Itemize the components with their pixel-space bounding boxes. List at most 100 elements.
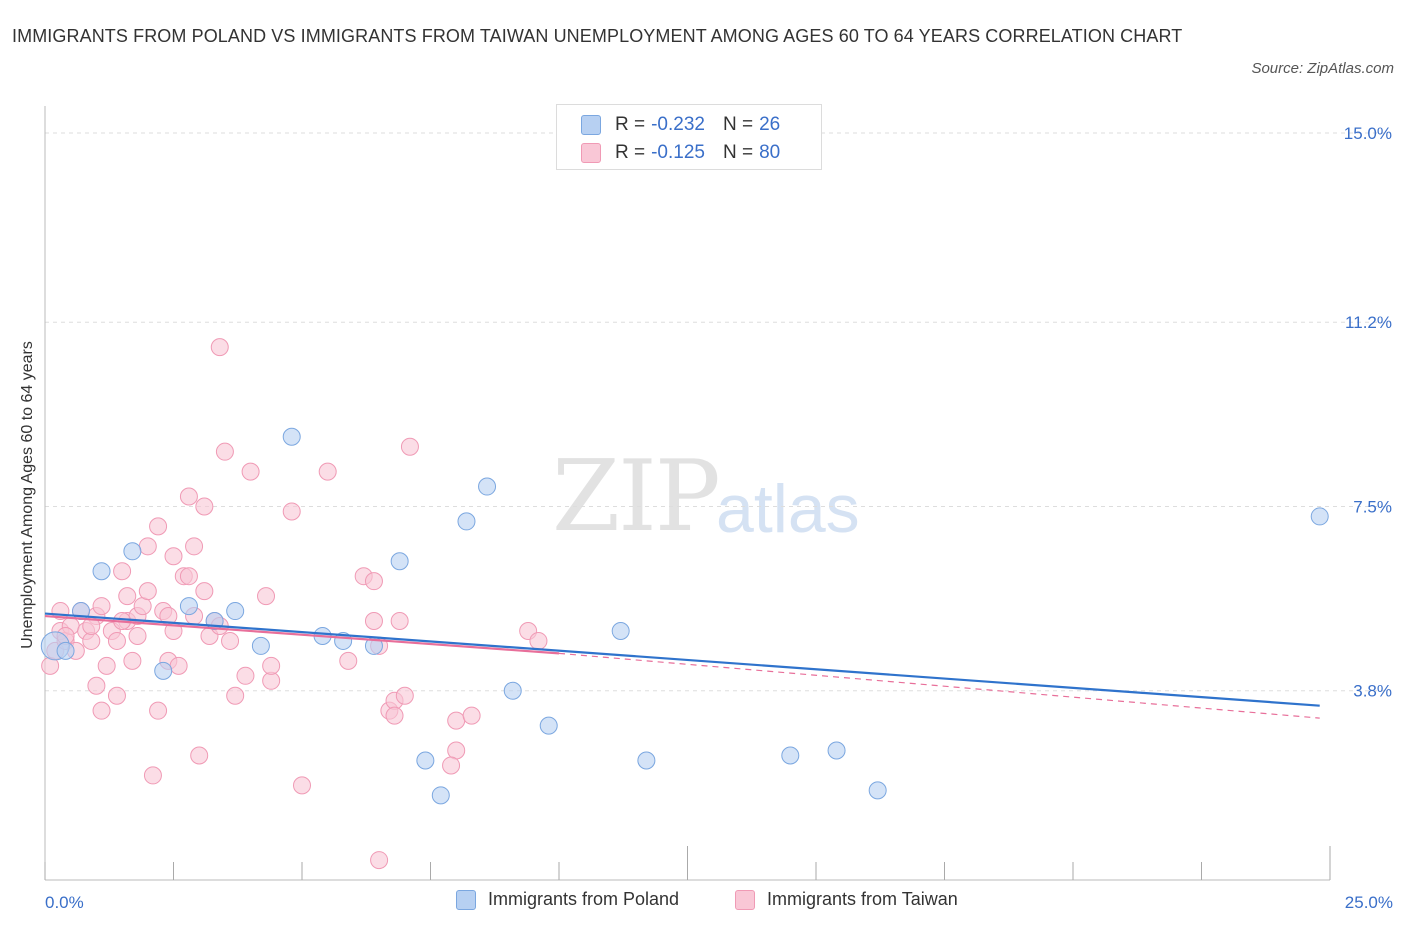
x-tick-label: 0.0% — [45, 893, 84, 912]
taiwan-point — [143, 766, 162, 785]
poland-point — [226, 602, 245, 621]
poland-point — [179, 597, 198, 616]
legend-row-taiwan: R = -0.125 N = 80 — [581, 141, 780, 165]
taiwan-point — [133, 597, 152, 616]
taiwan-point — [215, 442, 234, 461]
poland-point — [154, 661, 173, 680]
legend-item-poland[interactable]: Immigrants from Poland — [456, 889, 679, 910]
poland-point — [416, 751, 435, 770]
poland-point — [431, 786, 450, 805]
taiwan-point — [138, 537, 157, 556]
tick-labels: 3.8% 7.5% 11.2% 15.0% 0.0% 25.0% — [45, 124, 1393, 912]
taiwan-point — [257, 587, 276, 606]
taiwan-point — [92, 701, 111, 720]
taiwan-trend-extrapolated — [558, 652, 1320, 719]
poland-point — [1310, 507, 1329, 526]
taiwan-point — [293, 776, 311, 795]
taiwan-point — [400, 437, 419, 456]
taiwan-point — [364, 612, 383, 631]
legend-item-taiwan[interactable]: Immigrants from Taiwan — [735, 889, 958, 910]
series-legend: Immigrants from Poland Immigrants from T… — [0, 889, 1406, 915]
poland-r-value: -0.232 — [651, 114, 705, 135]
gridlines — [45, 132, 1390, 692]
taiwan-points — [41, 338, 548, 870]
taiwan-point — [123, 651, 142, 670]
taiwan-point — [462, 706, 481, 725]
taiwan-point — [226, 686, 245, 705]
poland-point — [282, 427, 301, 446]
taiwan-point — [395, 686, 414, 705]
taiwan-point — [236, 666, 255, 685]
taiwan-point — [118, 587, 137, 606]
poland-point — [539, 716, 558, 735]
taiwan-point — [195, 582, 214, 601]
axes — [44, 106, 1331, 881]
poland-point — [868, 781, 887, 800]
taiwan-r-value: -0.125 — [651, 142, 705, 163]
taiwan-trend-line — [44, 614, 560, 655]
taiwan-n-value: 80 — [759, 142, 781, 163]
taiwan-point — [241, 462, 260, 481]
taiwan-point — [370, 851, 389, 870]
taiwan-point — [179, 487, 198, 506]
taiwan-point — [113, 562, 132, 581]
poland-point — [827, 741, 846, 760]
poland-point — [123, 542, 142, 561]
taiwan-point — [390, 612, 409, 631]
taiwan-point — [529, 631, 548, 650]
taiwan-point — [149, 701, 168, 720]
taiwan-point — [92, 597, 111, 616]
legend-taiwan-label: Immigrants from Taiwan — [767, 889, 958, 909]
poland-point — [56, 641, 75, 660]
taiwan-point — [107, 686, 126, 705]
taiwan-point — [339, 651, 358, 670]
poland-n-label: N = — [722, 114, 754, 135]
taiwan-point — [185, 537, 204, 556]
poland-point — [478, 477, 497, 496]
taiwan-point — [210, 338, 229, 357]
taiwan-point — [447, 711, 466, 730]
poland-point — [781, 746, 800, 765]
poland-point — [92, 562, 111, 581]
legend-taiwan-swatch — [735, 889, 755, 910]
x-tick-label: 25.0% — [1345, 893, 1393, 912]
taiwan-r-label: R = — [615, 142, 646, 163]
taiwan-point — [179, 567, 198, 586]
correlation-legend: R = -0.232 N = 26 R = -0.125 N = 80 — [556, 104, 822, 170]
poland-point — [457, 512, 476, 531]
taiwan-point — [164, 547, 183, 566]
taiwan-point — [128, 626, 147, 645]
legend-poland-label: Immigrants from Poland — [488, 889, 680, 909]
y-tick-label: 11.2% — [1345, 313, 1392, 332]
y-tick-label: 3.8% — [1353, 682, 1392, 701]
taiwan-point — [385, 706, 404, 725]
taiwan-point — [442, 756, 461, 775]
poland-r-label: R = — [615, 114, 646, 135]
taiwan-point — [169, 656, 188, 675]
legend-poland-swatch — [456, 889, 476, 910]
taiwan-point — [221, 631, 240, 650]
poland-point — [503, 681, 522, 700]
taiwan-swatch — [581, 143, 601, 163]
poland-point — [611, 621, 630, 640]
taiwan-point — [364, 572, 383, 591]
taiwan-n-label: N = — [722, 142, 754, 163]
watermark-zip: ZIP — [552, 440, 721, 554]
poland-point — [390, 552, 409, 571]
taiwan-point — [195, 497, 214, 516]
taiwan-point — [447, 741, 466, 760]
chart-title: IMMIGRANTS FROM POLAND VS IMMIGRANTS FRO… — [12, 26, 1183, 46]
taiwan-point — [262, 656, 281, 675]
poland-point — [251, 636, 270, 655]
watermark-atlas: atlas — [716, 471, 860, 547]
taiwan-point — [138, 582, 157, 601]
taiwan-point — [107, 631, 126, 650]
poland-n-value: 26 — [759, 114, 781, 135]
taiwan-point — [282, 502, 301, 521]
taiwan-point — [97, 656, 116, 675]
poland-swatch — [581, 115, 601, 135]
y-tick-label: 7.5% — [1353, 497, 1392, 516]
source-note: Source: ZipAtlas.com — [1251, 60, 1394, 77]
taiwan-point — [190, 746, 209, 765]
